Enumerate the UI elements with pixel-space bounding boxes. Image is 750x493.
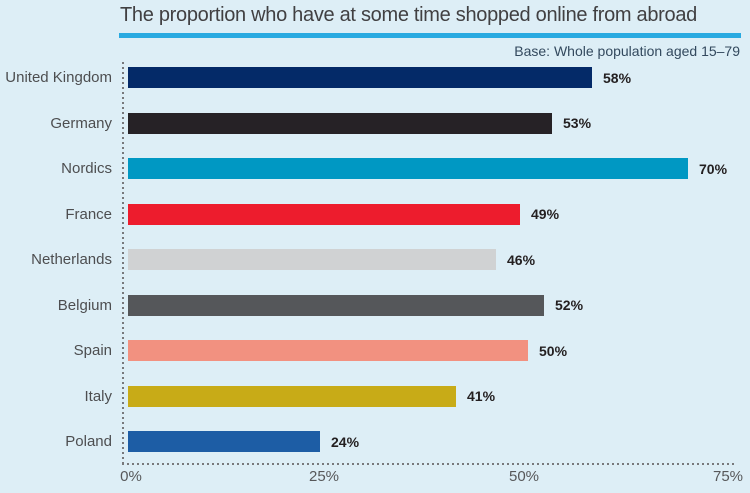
chart-title: The proportion who have at some time sho… — [120, 4, 698, 26]
bar-france — [128, 203, 520, 225]
bar-row-netherlands: Netherlands 46% — [0, 249, 535, 270]
category-label-netherlands: Netherlands — [31, 251, 112, 268]
bar-belgium — [128, 294, 544, 316]
category-label-united-kingdom: United Kingdom — [5, 69, 112, 86]
category-label-poland: Poland — [65, 433, 112, 450]
category-label-belgium: Belgium — [57, 296, 112, 314]
category-label-spain: Spain — [73, 342, 112, 359]
value-label-nordics: 70% — [699, 160, 728, 177]
bar-row-nordics: Nordics 70% — [0, 158, 727, 179]
bar-nordics — [128, 158, 688, 179]
bar-italy — [128, 385, 456, 407]
bar-row-germany: Germany 53% — [0, 112, 592, 134]
value-label-germany: 53% — [563, 115, 592, 131]
x-tick-25: 25% — [308, 468, 340, 485]
bar-row-italy: Italy 41% — [0, 385, 496, 407]
category-label-germany: Germany — [50, 114, 112, 132]
value-label-france: 49% — [531, 206, 560, 222]
x-tick-50: 50% — [508, 468, 540, 485]
bar-germany — [128, 112, 552, 134]
value-label-netherlands: 46% — [507, 251, 536, 268]
value-label-spain: 50% — [539, 342, 568, 359]
y-axis-dotted-line — [122, 62, 124, 467]
bar-row-spain: Spain 50% — [0, 340, 567, 361]
bar-row-poland: Poland 24% — [0, 431, 359, 452]
bar-row-belgium: Belgium 52% — [0, 294, 584, 316]
category-label-france: France — [65, 205, 112, 223]
value-label-belgium: 52% — [555, 297, 584, 313]
plot-area: United Kingdom 58% Germany 53% Nordics 70% Fra… — [0, 60, 750, 493]
value-label-poland: 24% — [331, 433, 360, 450]
x-tick-0: 0% — [120, 468, 142, 485]
title-underline-rule — [119, 33, 741, 38]
bar-row-france: France 49% — [0, 203, 560, 225]
category-label-nordics: Nordics — [61, 160, 112, 177]
bar-netherlands — [128, 249, 496, 270]
bar-united-kingdom — [128, 67, 592, 88]
bar-poland — [128, 431, 320, 452]
value-label-italy: 41% — [467, 388, 496, 404]
bar-spain — [128, 340, 528, 361]
x-tick-75: 75% — [712, 468, 744, 485]
x-axis-dotted-line — [122, 463, 735, 465]
category-label-italy: Italy — [84, 387, 112, 405]
value-label-united-kingdom: 58% — [603, 69, 632, 86]
base-note: Base: Whole population aged 15–79 — [514, 43, 740, 59]
bar-row-united-kingdom: United Kingdom 58% — [0, 67, 631, 88]
